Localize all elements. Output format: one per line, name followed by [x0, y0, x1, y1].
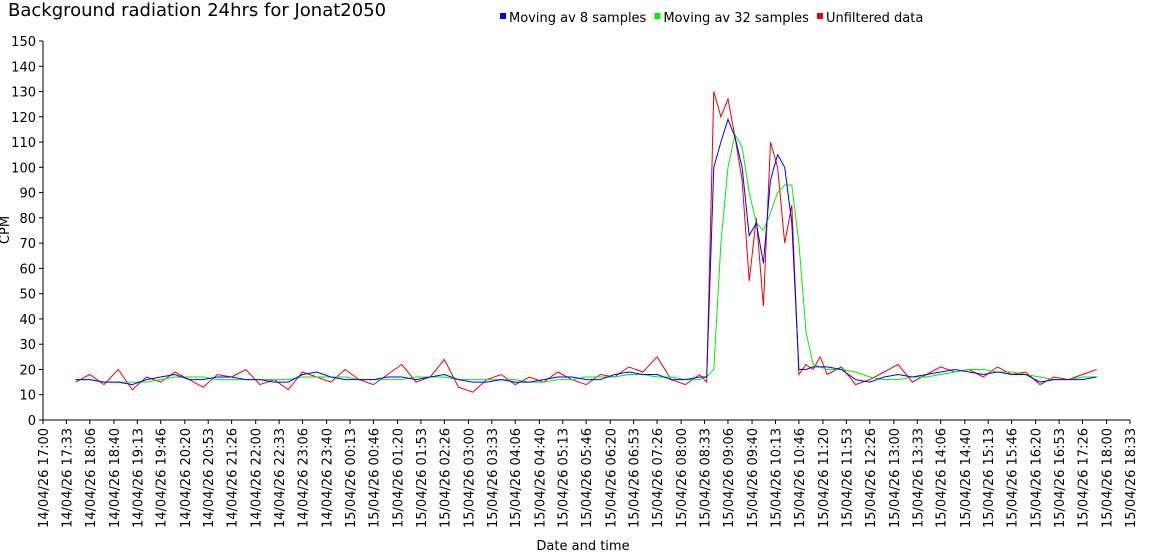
y-tick-label: 50: [19, 288, 36, 303]
x-tick-label: 15/04/26 01:20: [392, 428, 407, 528]
legend-label: Moving av 32 samples: [663, 11, 809, 26]
x-tick-label: 15/04/26 10:46: [793, 428, 808, 528]
chart-title: Background radiation 24hrs for Jonat2050: [8, 0, 386, 21]
x-tick-label: 15/04/26 04:06: [509, 428, 524, 528]
y-tick-label: 60: [19, 262, 36, 277]
series-line: [75, 117, 1097, 386]
series-line: [75, 91, 1097, 393]
x-tick-label: 15/04/26 01:53: [415, 428, 430, 528]
x-tick-label: 15/04/26 00:46: [367, 428, 382, 528]
x-tick-label: 14/04/26 22:00: [250, 428, 265, 528]
legend-swatch: [816, 13, 823, 19]
y-tick-label: 90: [19, 187, 36, 202]
y-tick-label: 120: [11, 111, 36, 126]
x-tick-label: 14/04/26 21:26: [226, 428, 241, 528]
x-tick-label: 15/04/26 10:13: [769, 428, 784, 528]
x-tick-label: 15/04/26 18:33: [1124, 428, 1139, 528]
legend-label: Moving av 8 samples: [509, 11, 647, 26]
x-tick-label: 14/04/26 23:40: [321, 428, 336, 528]
x-tick-label: 15/04/26 04:40: [533, 428, 548, 528]
x-tick-label: 15/04/26 05:46: [580, 428, 595, 528]
x-axis-label: Date and time: [536, 539, 629, 554]
x-tick-label: 15/04/26 07:26: [651, 428, 666, 528]
x-tick-label: 15/04/26 16:53: [1053, 428, 1068, 528]
y-tick-label: 10: [19, 389, 36, 404]
y-tick-label: 0: [28, 414, 36, 429]
x-tick-label: 15/04/26 14:06: [935, 428, 950, 528]
y-tick-label: 110: [11, 136, 36, 151]
x-tick-label: 15/04/26 18:00: [1101, 428, 1116, 528]
x-tick-label: 14/04/26 20:53: [202, 428, 217, 528]
x-tick-label: 14/04/26 22:33: [273, 428, 288, 528]
x-tick-label: 15/04/26 08:00: [675, 428, 690, 528]
y-tick-label: 130: [11, 86, 36, 101]
series-line: [75, 133, 1097, 383]
x-tick-label: 14/04/26 17:33: [60, 428, 75, 528]
legend-label: Unfiltered data: [826, 11, 923, 26]
y-tick-label: 140: [11, 60, 36, 75]
x-tick-label: 14/04/26 18:06: [84, 428, 99, 528]
x-tick-label: 15/04/26 09:40: [746, 428, 761, 528]
y-axis-label: CPM: [0, 216, 13, 244]
x-tick-label: 15/04/26 13:33: [911, 428, 926, 528]
x-tick-label: 15/04/26 06:53: [628, 428, 643, 528]
x-tick-label: 14/04/26 19:13: [131, 428, 146, 528]
x-tick-label: 15/04/26 09:06: [722, 428, 737, 528]
legend-swatch: [500, 13, 506, 19]
x-tick-label: 15/04/26 16:20: [1030, 428, 1045, 528]
x-tick-label: 14/04/26 17:00: [37, 428, 52, 528]
x-tick-label: 15/04/26 13:00: [888, 428, 903, 528]
x-tick-label: 15/04/26 11:53: [840, 428, 855, 528]
x-tick-label: 15/04/26 02:26: [438, 428, 453, 528]
y-tick-label: 20: [19, 363, 36, 378]
x-tick-label: 15/04/26 00:13: [344, 428, 359, 528]
y-tick-label: 80: [19, 212, 36, 227]
x-tick-label: 15/04/26 03:33: [486, 428, 501, 528]
y-tick-label: 150: [11, 35, 36, 50]
x-tick-label: 15/04/26 06:20: [604, 428, 619, 528]
y-tick-label: 30: [19, 338, 36, 353]
x-tick-label: 15/04/26 14:40: [959, 428, 974, 528]
x-tick-label: 14/04/26 20:20: [179, 428, 194, 528]
x-tick-label: 15/04/26 03:00: [462, 428, 477, 528]
x-tick-label: 15/04/26 12:26: [864, 428, 879, 528]
y-tick-label: 40: [19, 313, 36, 328]
x-tick-label: 14/04/26 18:40: [108, 428, 123, 528]
x-tick-label: 15/04/26 05:13: [557, 428, 572, 528]
x-tick-label: 15/04/26 08:33: [699, 428, 714, 528]
x-tick-label: 15/04/26 15:46: [1006, 428, 1021, 528]
x-tick-label: 15/04/26 15:13: [982, 428, 997, 528]
y-tick-label: 70: [19, 237, 36, 252]
x-tick-label: 14/04/26 19:46: [155, 428, 170, 528]
x-tick-label: 15/04/26 11:20: [817, 428, 832, 528]
y-tick-label: 100: [11, 161, 36, 176]
x-tick-label: 15/04/26 17:26: [1076, 428, 1091, 528]
legend-swatch: [654, 13, 661, 19]
x-tick-label: 14/04/26 23:06: [297, 428, 312, 528]
